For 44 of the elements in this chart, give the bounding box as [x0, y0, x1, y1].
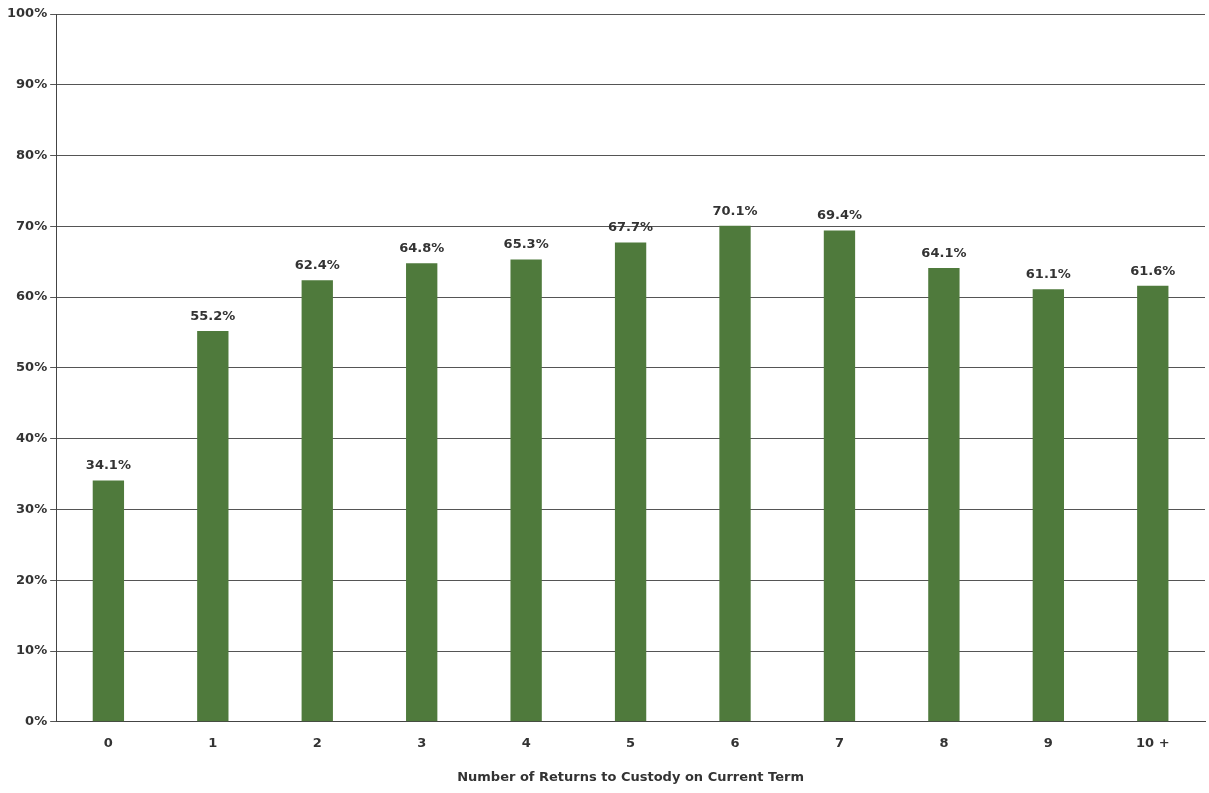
data-label: 61.1% — [1025, 266, 1071, 282]
y-tick-label: 80% — [16, 146, 48, 162]
y-tick-label: 20% — [16, 571, 48, 587]
x-tick-label: 2 — [312, 734, 322, 750]
bar — [510, 259, 542, 722]
bar — [614, 242, 647, 722]
x-tick-label: 3 — [417, 734, 427, 750]
data-label: 62.4% — [294, 257, 340, 273]
y-tick-label: 100% — [6, 5, 48, 21]
y-tick-label: 10% — [16, 642, 48, 658]
x-tick-label: 8 — [939, 734, 949, 750]
data-label: 64.8% — [399, 240, 445, 256]
bar — [719, 225, 751, 722]
y-tick-label: 40% — [16, 430, 48, 446]
data-label: 70.1% — [712, 202, 758, 218]
x-tick-label: 4 — [521, 734, 531, 750]
x-tick-label: 6 — [730, 734, 740, 750]
y-tick-label: 30% — [16, 500, 48, 516]
y-tick-label: 60% — [16, 288, 48, 304]
bar — [301, 280, 333, 722]
data-label: 34.1% — [85, 457, 131, 473]
y-tick-label: 90% — [16, 76, 48, 92]
y-tick-label: 70% — [16, 217, 48, 233]
data-label: 69.4% — [816, 207, 863, 223]
y-tick-label: 0% — [25, 713, 48, 729]
bar — [197, 331, 229, 722]
data-label: 65.3% — [503, 236, 549, 252]
x-tick-label: 5 — [626, 734, 636, 750]
x-tick-label: 0 — [103, 734, 113, 750]
bar — [823, 230, 856, 722]
bar — [928, 268, 960, 722]
data-label: 61.6% — [1130, 262, 1176, 278]
data-label: 64.1% — [921, 244, 967, 260]
x-tick-label: 10 + — [1136, 734, 1170, 750]
x-axis-title: Number of Returns to Custody on Current Term — [457, 768, 804, 784]
bar — [1032, 289, 1065, 722]
bar — [406, 263, 438, 722]
bar — [92, 480, 125, 722]
x-tick-label: 1 — [208, 734, 218, 750]
x-tick-label: 7 — [834, 734, 844, 750]
data-label: 55.2% — [190, 307, 236, 323]
x-tick-label: 9 — [1043, 734, 1053, 750]
y-tick-label: 50% — [16, 359, 48, 375]
bar — [1137, 285, 1169, 722]
